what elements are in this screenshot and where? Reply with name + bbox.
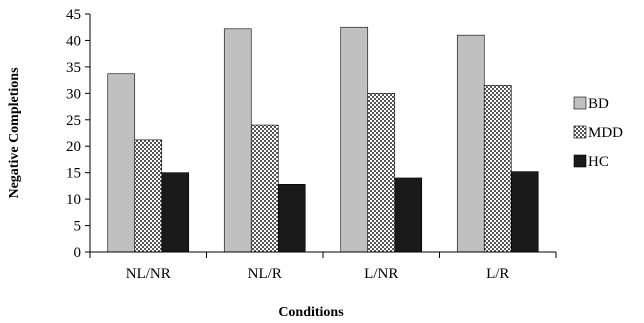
- bar-hc-l-nr: [394, 177, 423, 253]
- bar-mdd-l-nr: [367, 93, 396, 253]
- bar-mdd-l-r: [483, 85, 512, 253]
- legend-swatch-bd: [573, 96, 587, 110]
- legend-swatch-hc: [573, 154, 587, 168]
- x-tick-label: NL/NR: [126, 266, 171, 282]
- y-tick-label: 30: [66, 86, 81, 102]
- y-tick-label: 15: [66, 166, 81, 182]
- x-tick-label: L/R: [486, 266, 509, 282]
- x-tick-label: L/NR: [364, 266, 398, 282]
- bar-mdd-nl-r: [250, 124, 279, 253]
- bar-bd-nl-nr: [107, 73, 136, 253]
- legend-label-hc: HC: [588, 154, 609, 170]
- bar-hc-nl-nr: [161, 172, 190, 253]
- x-axis-title: Conditions: [278, 305, 344, 320]
- legend-label-bd: BD: [588, 96, 609, 112]
- y-tick-label: 5: [74, 219, 82, 235]
- bar-bd-l-nr: [340, 26, 369, 253]
- x-tick-label: NL/R: [248, 266, 282, 282]
- plot-area: 0 5 10 15 20 25 30 35 40 45 NL/NR NL/R L/NR L/R: [66, 7, 557, 282]
- bar-bd-nl-r: [223, 28, 252, 253]
- bar-hc-nl-r: [277, 184, 306, 253]
- y-axis-title: Negative Completions: [7, 67, 22, 199]
- y-tick-label: 0: [74, 245, 82, 261]
- y-tick-label: 10: [66, 192, 81, 208]
- y-tick-label: 25: [66, 113, 81, 129]
- bar-mdd-nl-nr: [134, 139, 163, 253]
- legend-label-mdd: MDD: [588, 125, 623, 141]
- y-tick-label: 20: [66, 139, 81, 155]
- legend-swatch-mdd: [573, 125, 587, 139]
- legend: BD MDD HC: [573, 96, 623, 170]
- y-tick-label: 40: [66, 33, 81, 49]
- bar-bd-l-r: [456, 34, 485, 253]
- y-tick-label: 35: [66, 60, 81, 76]
- bar-hc-l-r: [510, 171, 539, 253]
- y-tick-label: 45: [66, 7, 81, 23]
